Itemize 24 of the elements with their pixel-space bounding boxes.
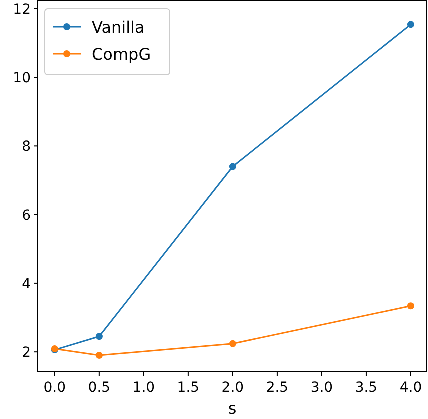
x-tick-label: 0.5 [88, 380, 111, 396]
x-tick-label: 1.0 [132, 380, 156, 396]
point [229, 163, 236, 170]
y-tick-label: 2 [22, 345, 31, 362]
y-tick-label: 6 [22, 208, 32, 224]
x-tick-label: 3.0 [310, 380, 334, 396]
y-tick-label: 10 [13, 70, 31, 87]
y-tick-label: 12 [13, 2, 31, 18]
point [407, 302, 414, 310]
x-tick-label: 2.0 [222, 380, 244, 396]
point [96, 352, 103, 360]
legend-label: Vanilla [92, 18, 145, 37]
x-tick-label: 4.0 [400, 380, 422, 396]
point [407, 21, 414, 28]
legend-label: CompG [92, 45, 152, 64]
x-tick-label: 0.0 [44, 380, 66, 396]
x-tick-label: 3.5 [355, 380, 378, 396]
x-tick-label: 1.5 [177, 380, 200, 396]
point [96, 333, 103, 340]
y-tick-label: 8 [22, 139, 31, 156]
point [229, 340, 236, 348]
x-axis-title: s [228, 399, 237, 418]
y-tick-label: 4 [22, 276, 32, 292]
x-tick-label: 2.5 [266, 380, 289, 396]
